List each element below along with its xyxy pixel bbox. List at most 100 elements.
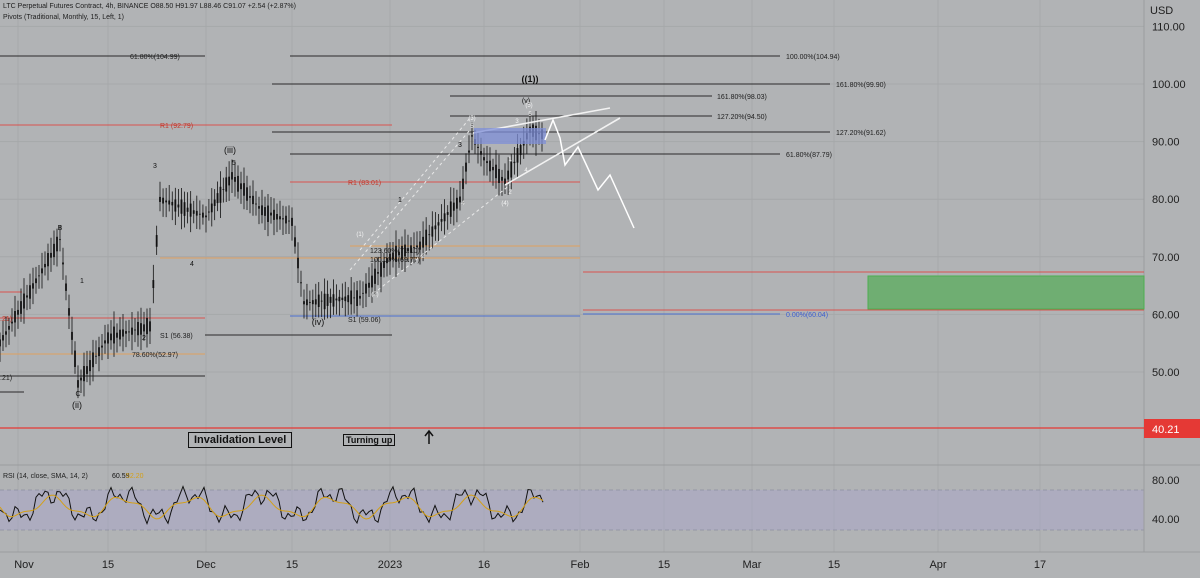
- candle-body: [279, 216, 281, 220]
- wave-label: 2: [421, 254, 425, 260]
- time-axis-label: 17: [1034, 559, 1046, 571]
- rsi-label: RSI (14, close, SMA, 14, 2): [3, 473, 88, 480]
- time-axis-label: 16: [478, 559, 490, 571]
- candle-body: [332, 294, 335, 307]
- price-axis-tick: 100.00: [1152, 79, 1186, 91]
- wave-label: C: [75, 391, 80, 398]
- candle-body: [413, 247, 415, 249]
- candle-body: [122, 329, 124, 337]
- price-axis-tick: 70.00: [1152, 252, 1180, 264]
- candle-body: [350, 290, 353, 305]
- supply-box: [474, 128, 546, 144]
- wave-label: 5: [470, 124, 474, 130]
- candle-body: [128, 331, 130, 333]
- candle-body: [297, 257, 299, 269]
- time-axis-label: 15: [828, 559, 840, 571]
- candle-body: [243, 183, 245, 196]
- candle-body: [222, 189, 225, 191]
- pivots-indicator-label: Pivots (Traditional, Monthly, 15, Left, …: [3, 14, 124, 21]
- fib-123-label: 123.60%(71.10): [370, 248, 420, 255]
- candle-body: [276, 213, 278, 220]
- candle-body: [165, 200, 168, 203]
- candle-body: [134, 329, 136, 331]
- candle-body: [294, 237, 296, 247]
- candle-body: [240, 183, 242, 190]
- candle-body: [35, 278, 37, 284]
- projection-path: [544, 117, 635, 229]
- candle-body: [486, 161, 488, 164]
- candle-body: [285, 215, 287, 224]
- candle-body: [183, 202, 186, 216]
- candle-body: [56, 236, 58, 252]
- candle-body: [53, 243, 55, 258]
- s1-b-label: S1 (56.38): [160, 333, 193, 340]
- wave-label: 4: [190, 261, 194, 268]
- candle-body: [446, 212, 449, 215]
- candle-body: [398, 251, 400, 256]
- candle-body: [425, 229, 428, 246]
- candle-body: [323, 293, 326, 310]
- wave-label: 3: [515, 119, 519, 125]
- candle-body: [207, 211, 210, 213]
- candle-body: [510, 161, 513, 178]
- time-axis-label: Feb: [571, 559, 590, 571]
- candle-body: [192, 210, 195, 214]
- wave-label: 5: [528, 112, 532, 118]
- time-axis-label: Dec: [196, 559, 216, 571]
- candle-body: [137, 321, 139, 336]
- candle-body: [95, 355, 97, 357]
- ohlc-low: L88.46: [199, 3, 222, 10]
- wave-label: 4: [461, 201, 465, 207]
- invalidation-level-tag: Invalidation Level: [188, 432, 293, 448]
- symbol-header: LTC Perpetual Futures Contract, 4h, BINA…: [3, 3, 296, 10]
- candle-body: [210, 203, 213, 213]
- candle-body: [356, 290, 358, 307]
- candle-body: [195, 210, 198, 216]
- candle-body: [501, 176, 503, 181]
- ohlc-close: C91.07: [223, 3, 246, 10]
- channel-mid-dashed: [359, 117, 471, 251]
- candle-body: [216, 193, 219, 204]
- candle-body: [422, 236, 424, 248]
- fib-61-top-label: 61.80%(104.99): [130, 54, 180, 61]
- time-axis-label: Nov: [14, 559, 34, 571]
- wave-label: 3: [153, 163, 157, 170]
- candle-body: [140, 323, 142, 335]
- candle-body: [359, 295, 361, 299]
- candle-body: [80, 377, 82, 381]
- price-highlight-box: [1144, 419, 1200, 438]
- price-highlight-label: 40.21: [1152, 424, 1180, 436]
- candle-body: [338, 296, 341, 302]
- rsi-tick: 40.00: [1152, 514, 1180, 526]
- candle-body: [459, 196, 461, 203]
- wave-label: (3): [468, 116, 475, 122]
- candle-body: [462, 178, 464, 189]
- wave-label: (5): [525, 103, 532, 109]
- candle-body: [495, 164, 497, 179]
- candle-body: [440, 218, 443, 222]
- candle-body: [344, 296, 347, 302]
- candle-body: [320, 300, 323, 302]
- left-low-label: .21): [0, 375, 12, 382]
- rsi-line: [0, 485, 544, 526]
- candle-body: [143, 324, 145, 332]
- ohlc-change: +2.54 (+2.87%): [247, 3, 296, 10]
- time-axis-label: 15: [102, 559, 114, 571]
- candle-body: [101, 345, 103, 348]
- candle-body: [231, 172, 233, 180]
- candle-body: [68, 308, 70, 316]
- candle-body: [261, 205, 263, 216]
- candle-body: [335, 298, 338, 301]
- candle-body: [311, 300, 314, 305]
- candle-body: [468, 150, 470, 153]
- candle-body: [155, 235, 158, 247]
- candle-body: [270, 212, 272, 216]
- candle-body: [8, 325, 10, 330]
- time-axis-label: Mar: [743, 559, 762, 571]
- fib-127-right-label: 127.20%(91.62): [836, 130, 886, 137]
- candle-body: [92, 352, 94, 368]
- candle-body: [162, 197, 164, 204]
- fib-127-mid-label: 127.20%(94.50): [717, 114, 767, 121]
- candle-body: [26, 295, 28, 298]
